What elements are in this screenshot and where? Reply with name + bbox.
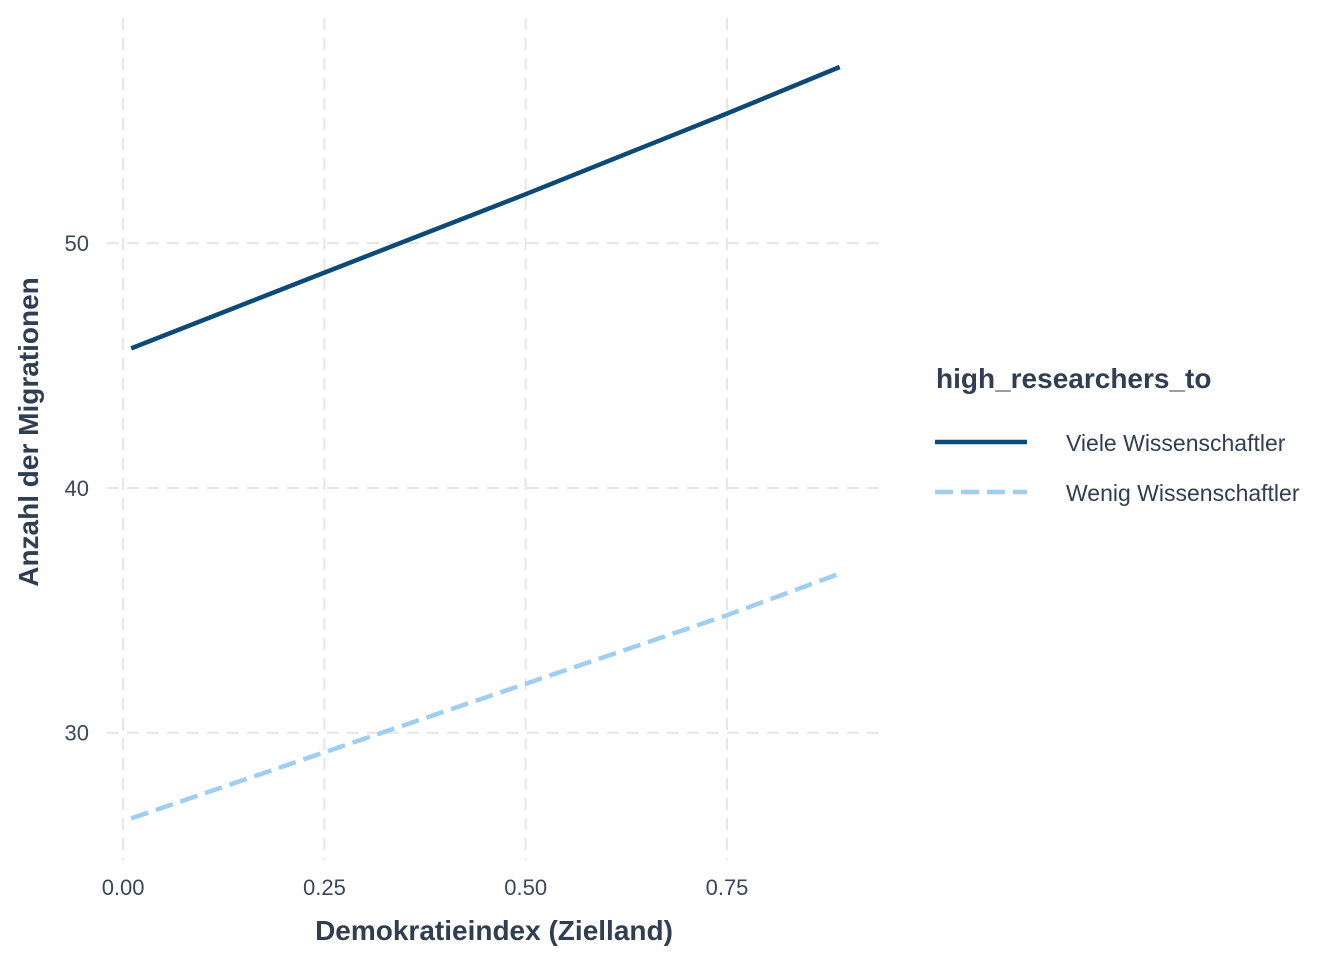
legend-label-2: Wenig Wissenschaftler — [1066, 480, 1300, 506]
series-line-2 — [130, 571, 841, 821]
y-tick-label: 30 — [65, 721, 89, 746]
x-tick-label: 0.75 — [706, 875, 749, 900]
series-lines — [130, 64, 841, 821]
x-tick-label: 0.00 — [102, 875, 145, 900]
tick-labels: 0.00 0.25 0.50 0.75 30 40 50 — [65, 231, 749, 900]
y-axis-title: Anzahl der Migrationen — [13, 277, 44, 587]
x-tick-label: 0.25 — [303, 875, 346, 900]
legend-label-1: Viele Wissenschaftler — [1066, 430, 1286, 456]
legend: high_researchers_to Viele Wissenschaftle… — [935, 363, 1300, 506]
y-tick-label: 50 — [65, 231, 89, 256]
x-tick-label: 0.50 — [504, 875, 547, 900]
series-line-1 — [130, 64, 841, 351]
legend-title: high_researchers_to — [936, 363, 1211, 394]
legend-items: Viele Wissenschaftler Wenig Wissenschaftl… — [935, 430, 1300, 506]
x-axis-title: Demokratieindex (Zielland) — [315, 915, 673, 946]
grid-lines — [107, 18, 880, 860]
y-tick-label: 40 — [65, 476, 89, 501]
